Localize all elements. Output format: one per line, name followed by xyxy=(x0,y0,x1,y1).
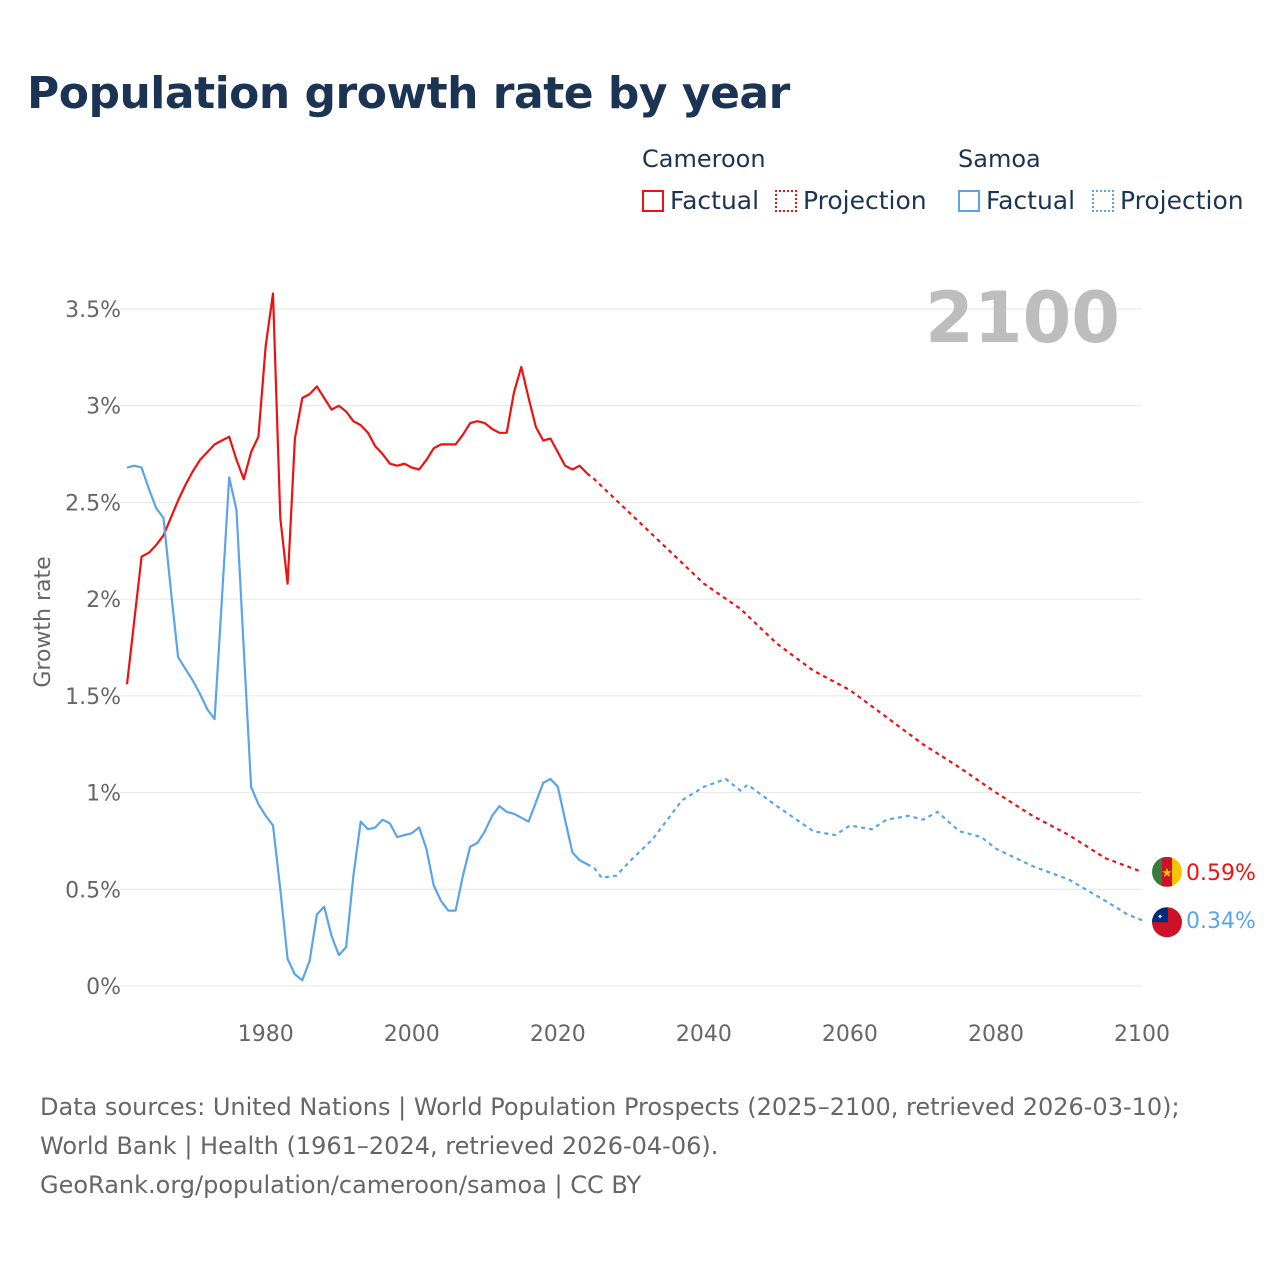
x-tick-label: 1980 xyxy=(238,1022,294,1047)
legend-swatch-dotted xyxy=(1092,189,1114,212)
legend-samoa-factual[interactable]: Factual xyxy=(958,186,1075,215)
y-tick-label: 3.5% xyxy=(65,298,121,323)
legend-label: Projection xyxy=(803,186,927,215)
y-tick-label: 0.5% xyxy=(65,878,121,903)
cameroon-projection-line xyxy=(586,472,1143,873)
flag-stars: ✦ xyxy=(1157,913,1163,921)
legend-label: Factual xyxy=(670,186,760,215)
y-tick-label: 0% xyxy=(86,975,121,1000)
x-tick-label: 2000 xyxy=(384,1022,440,1047)
legend-group-samoa: Samoa xyxy=(958,145,1041,173)
flag-stripe xyxy=(1152,856,1163,887)
y-tick-label: 2% xyxy=(86,588,121,613)
legend-cameroon-projection[interactable]: Projection xyxy=(775,186,927,215)
credit-link[interactable]: GeoRank.org/population/cameroon/samoa | … xyxy=(40,1171,642,1199)
footer: Data sources: United Nations | World Pop… xyxy=(40,1088,1240,1205)
chart-title: Population growth rate by year xyxy=(27,68,790,119)
legend-swatch-solid xyxy=(642,189,664,212)
data-sources: Data sources: United Nations | World Pop… xyxy=(40,1093,1180,1160)
samoa-factual-line xyxy=(126,464,588,982)
y-tick-label: 1% xyxy=(86,782,121,807)
legend-swatch-solid xyxy=(958,189,980,212)
x-tick-label: 2060 xyxy=(822,1022,878,1047)
y-tick-label: 3% xyxy=(86,395,121,420)
legend-swatch-dotted xyxy=(775,189,797,212)
x-tick-label: 2080 xyxy=(968,1022,1024,1047)
y-tick-label: 1.5% xyxy=(65,685,121,710)
flag-stripe xyxy=(1172,856,1182,887)
x-tick-label: 2100 xyxy=(1114,1022,1170,1047)
legend-cameroon-factual[interactable]: Factual xyxy=(642,186,759,215)
flag-stripe xyxy=(1162,856,1173,887)
flag-star: ★ xyxy=(1161,866,1173,881)
legend-samoa-projection[interactable]: Projection xyxy=(1092,186,1244,215)
legend-label: Factual xyxy=(986,186,1076,215)
y-axis-label: Growth rate xyxy=(31,556,56,687)
y-tick-label: 2.5% xyxy=(65,491,121,516)
cameroon-end-label: 0.59% xyxy=(1186,861,1256,886)
samoa-projection-line xyxy=(586,777,1143,922)
x-tick-label: 2040 xyxy=(676,1022,732,1047)
x-tick-label: 2020 xyxy=(530,1022,586,1047)
samoa-end-label: 0.34% xyxy=(1186,909,1256,934)
legend-label: Projection xyxy=(1120,186,1244,215)
year-label: 2100 xyxy=(925,277,1120,359)
cameroon-flag-icon: ★ xyxy=(1152,856,1182,887)
samoa-flag-icon: ✦ xyxy=(1152,907,1182,938)
legend-group-cameroon: Cameroon xyxy=(642,145,766,173)
cameroon-factual-line xyxy=(125,292,588,685)
